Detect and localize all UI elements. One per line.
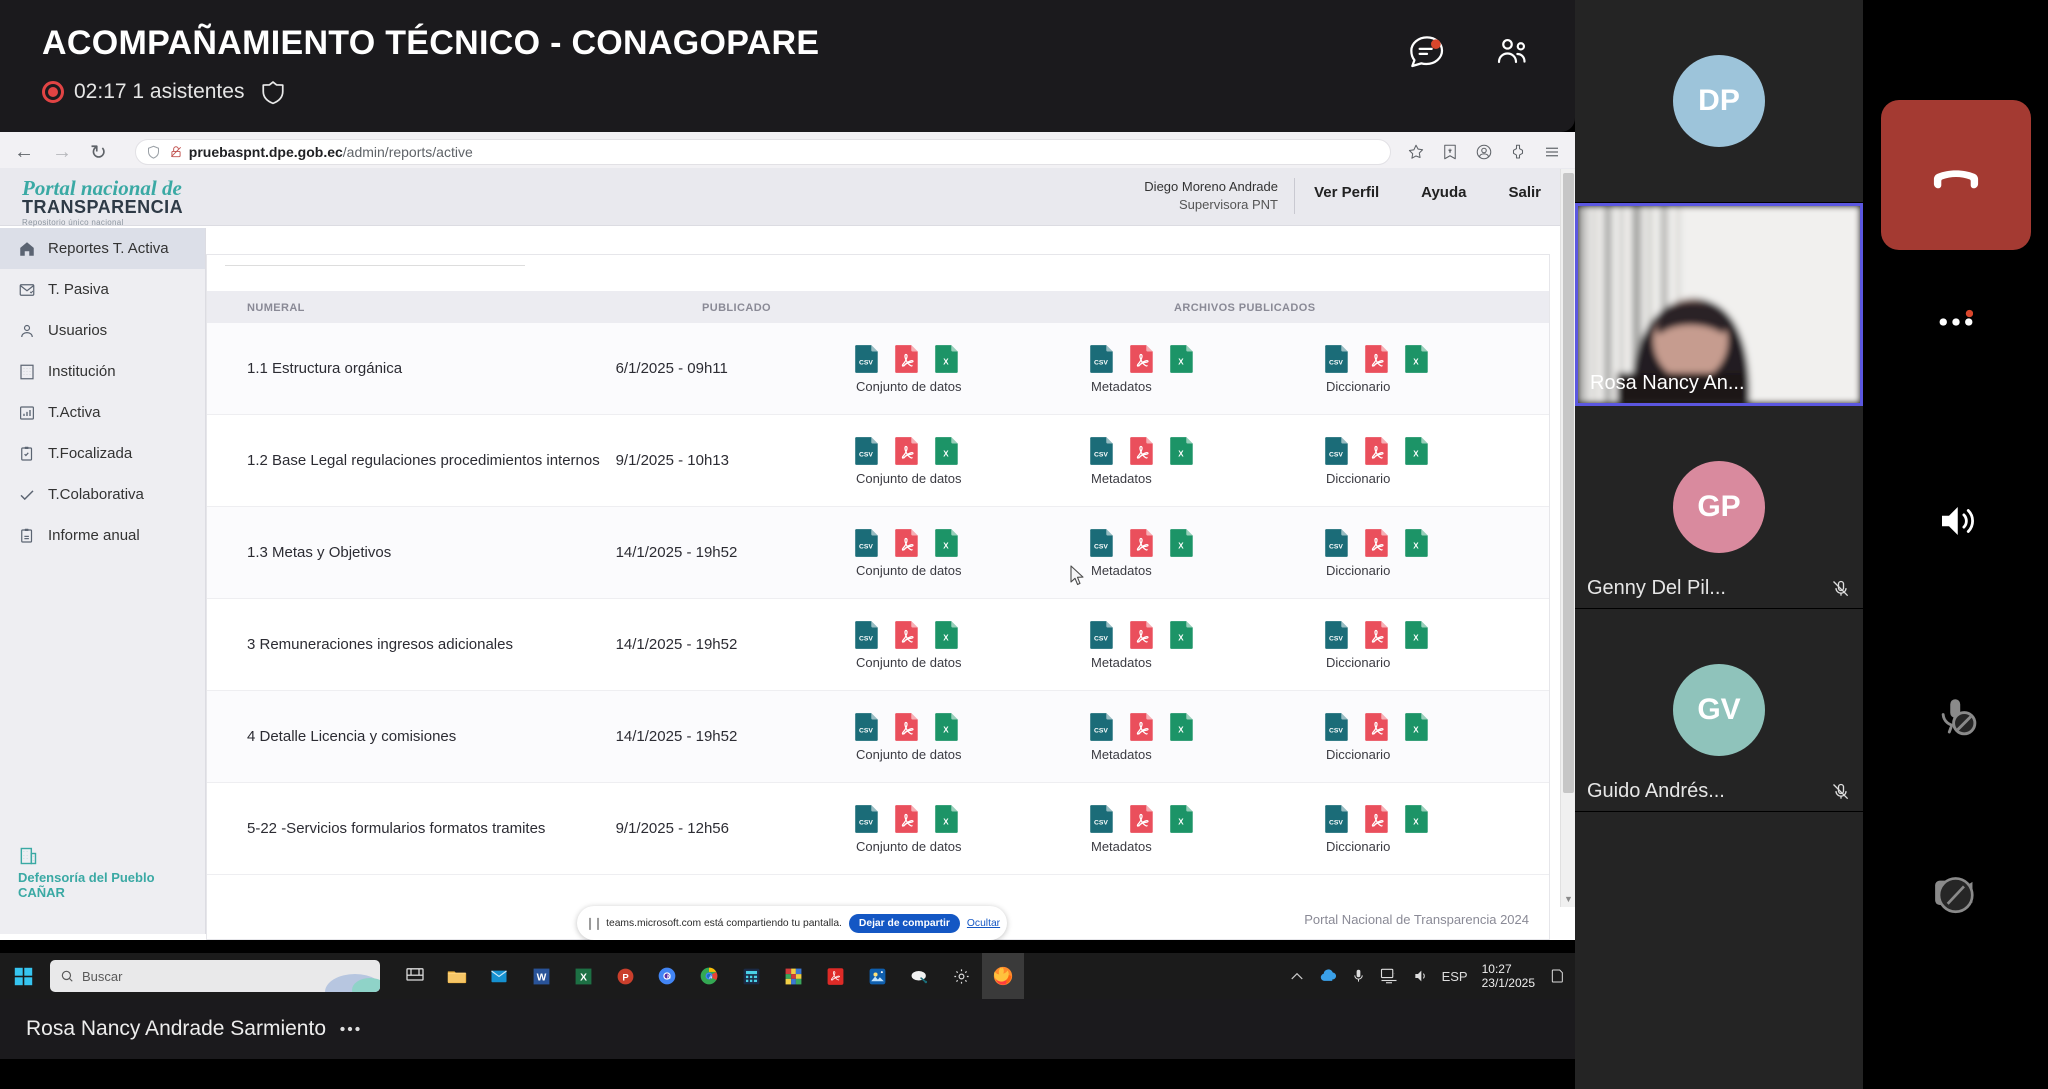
svg-text:X: X <box>1413 817 1419 826</box>
svg-text:X: X <box>943 817 949 826</box>
svg-text:X: X <box>1413 725 1419 734</box>
svg-text:CSV: CSV <box>1094 359 1108 366</box>
svg-text:W: W <box>536 972 546 983</box>
svg-text:X: X <box>943 449 949 458</box>
svg-text:CSV: CSV <box>1329 727 1343 734</box>
svg-text:X: X <box>1178 817 1184 826</box>
svg-text:N: N <box>667 975 671 981</box>
svg-text:CSV: CSV <box>859 359 873 366</box>
svg-text:CSV: CSV <box>859 543 873 550</box>
svg-text:P: P <box>622 972 629 983</box>
svg-text:CSV: CSV <box>1329 359 1343 366</box>
svg-text:X: X <box>943 357 949 366</box>
svg-text:X: X <box>580 972 587 983</box>
svg-text:X: X <box>1178 633 1184 642</box>
svg-text:X: X <box>1413 633 1419 642</box>
svg-text:CSV: CSV <box>859 819 873 826</box>
svg-text:X: X <box>1178 725 1184 734</box>
svg-text:CSV: CSV <box>1094 727 1108 734</box>
svg-text:X: X <box>943 541 949 550</box>
svg-text:CSV: CSV <box>1094 635 1108 642</box>
svg-text:X: X <box>1413 357 1419 366</box>
svg-text:X: X <box>1178 357 1184 366</box>
svg-text:CSV: CSV <box>1329 451 1343 458</box>
svg-text:X: X <box>1178 541 1184 550</box>
svg-text:CSV: CSV <box>859 451 873 458</box>
svg-text:X: X <box>1413 449 1419 458</box>
svg-text:CSV: CSV <box>859 727 873 734</box>
svg-text:X: X <box>1178 449 1184 458</box>
svg-text:CSV: CSV <box>1094 451 1108 458</box>
svg-text:X: X <box>943 725 949 734</box>
svg-text:X: X <box>1413 541 1419 550</box>
svg-text:CSV: CSV <box>1329 819 1343 826</box>
svg-text:CSV: CSV <box>859 635 873 642</box>
svg-text:X: X <box>943 633 949 642</box>
svg-text:CSV: CSV <box>1094 543 1108 550</box>
svg-text:CSV: CSV <box>1094 819 1108 826</box>
svg-text:CSV: CSV <box>1329 635 1343 642</box>
svg-text:CSV: CSV <box>1329 543 1343 550</box>
